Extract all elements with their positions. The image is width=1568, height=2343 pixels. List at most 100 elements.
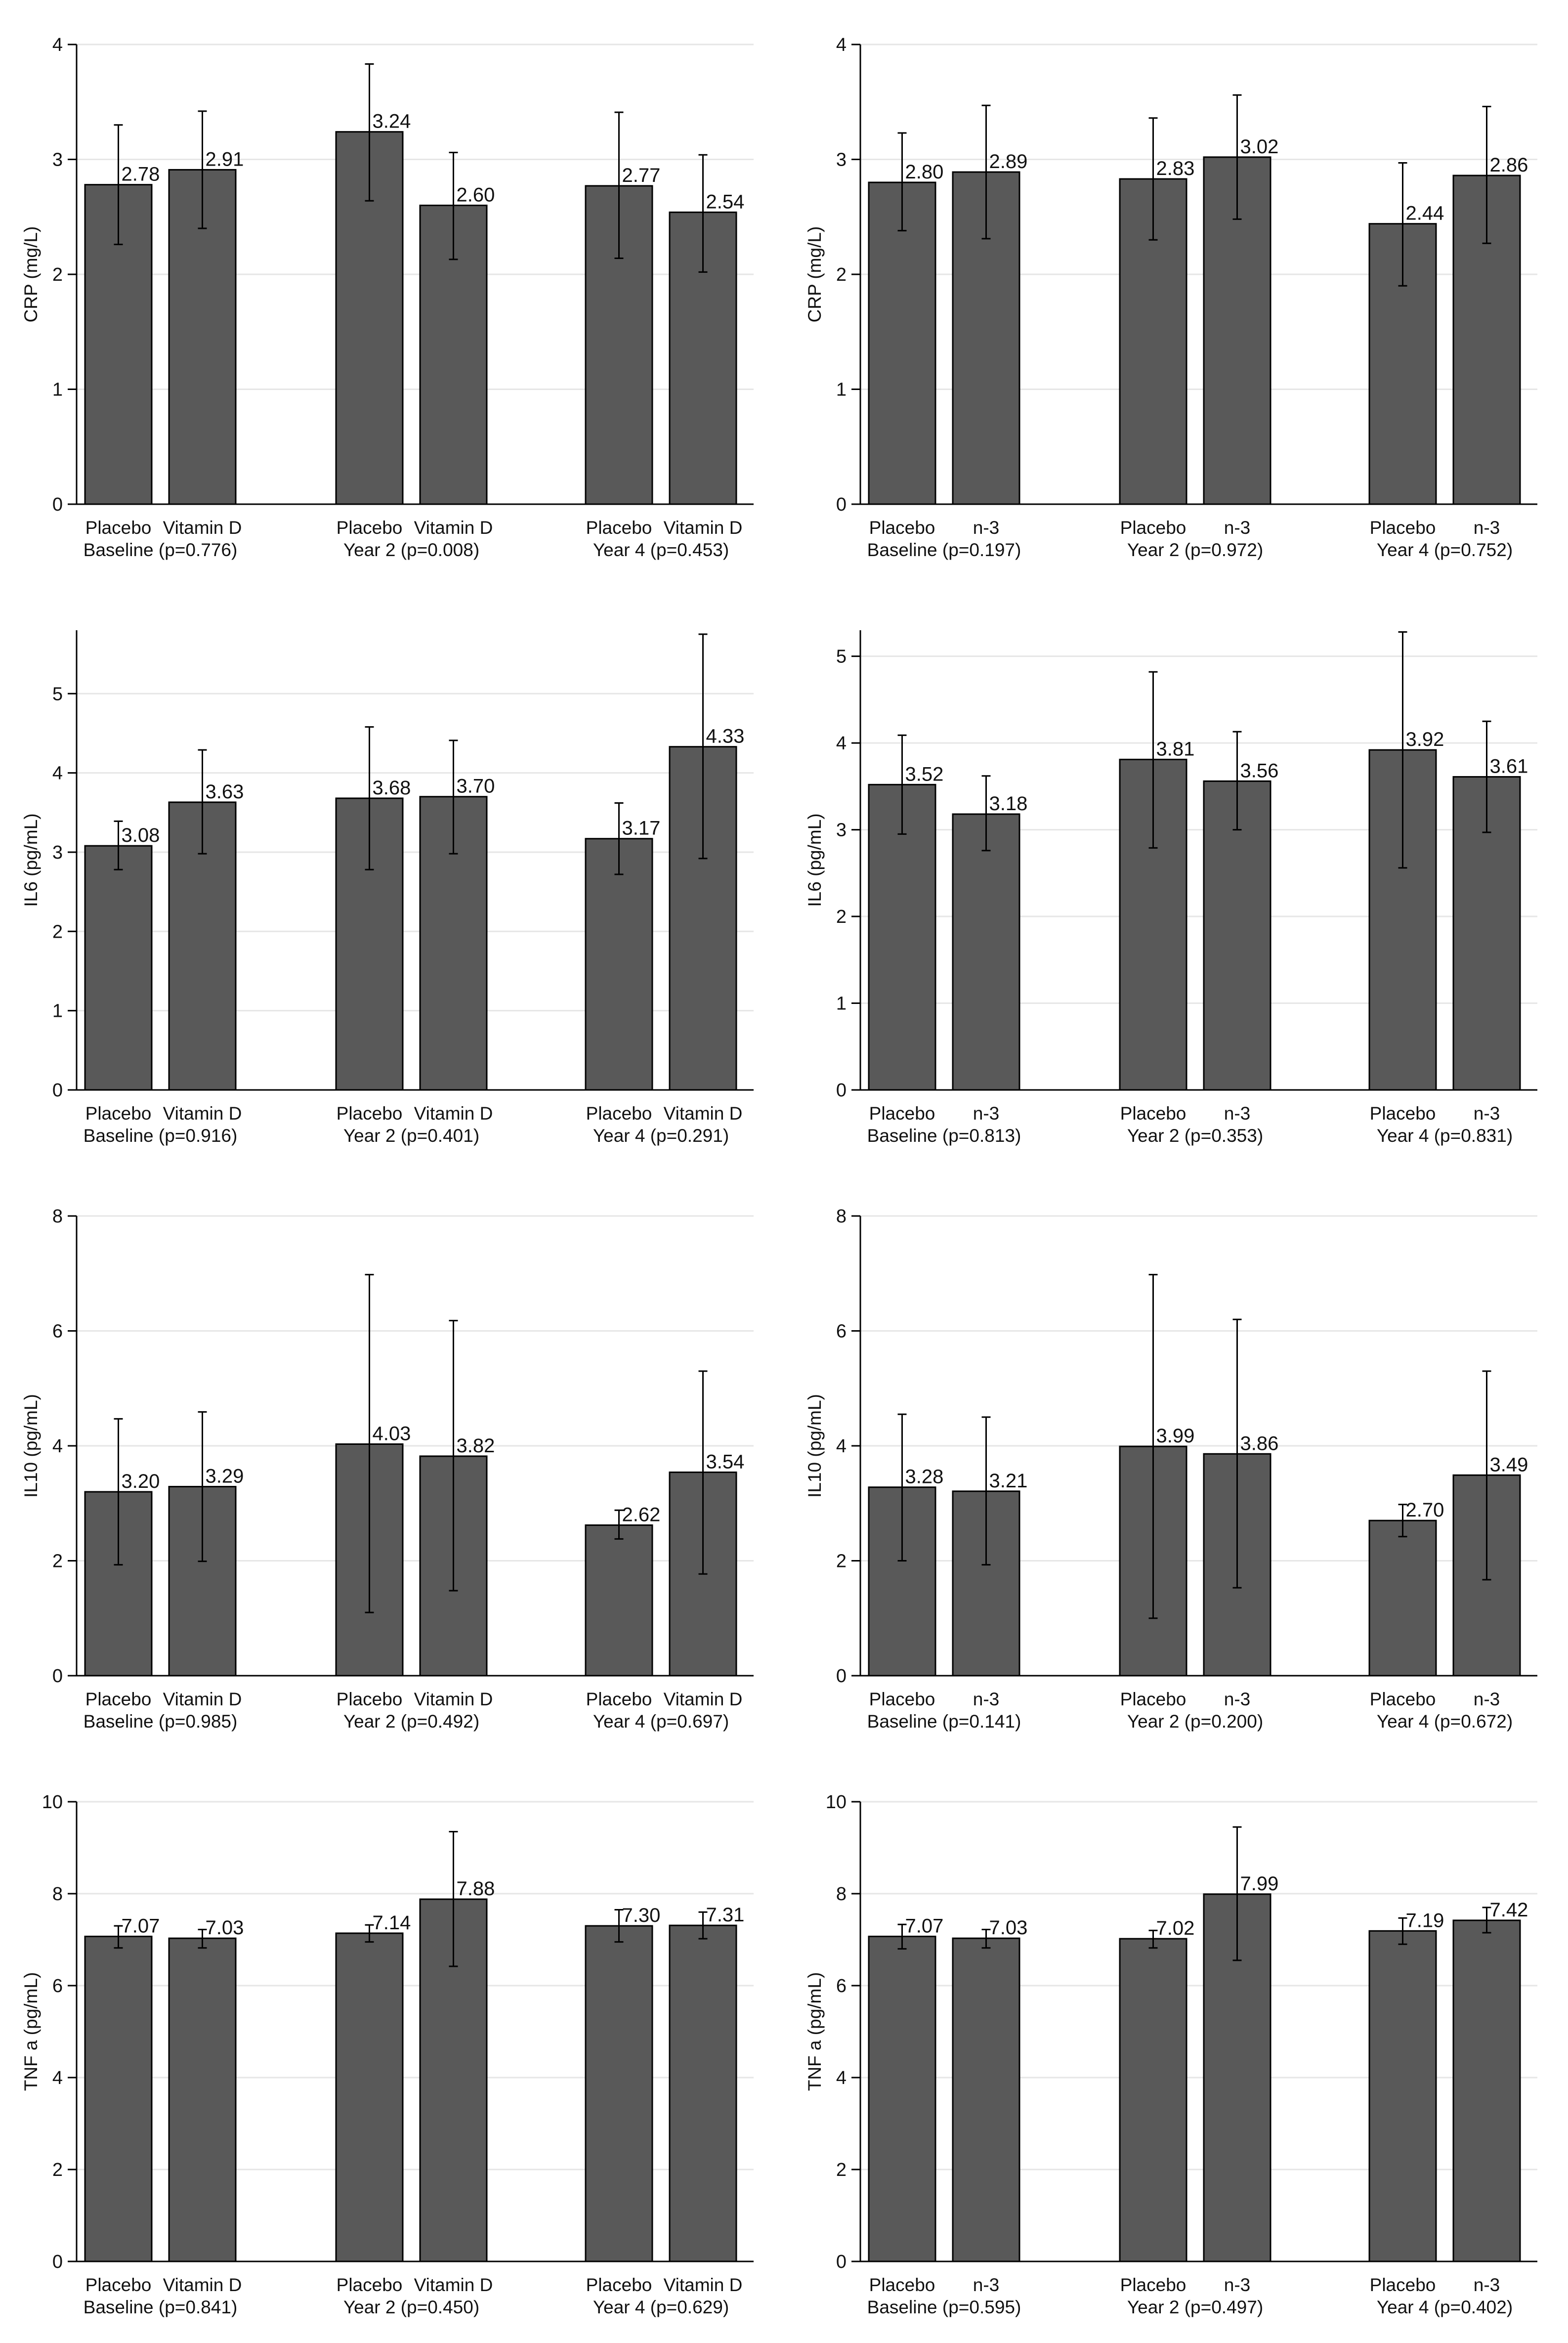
y-tick-label: 3	[52, 150, 63, 171]
y-tick-label: 3	[52, 842, 63, 863]
bar[interactable]	[1203, 780, 1271, 1091]
x-group-label: Baseline (p=0.813)	[867, 1126, 1021, 1146]
y-tick-label: 2	[836, 2160, 847, 2180]
bar[interactable]	[585, 1925, 653, 2262]
x-category-label: Placebo	[586, 1103, 652, 1124]
y-axis-title: TNF a (pg/mL)	[21, 1972, 41, 2091]
bar[interactable]	[585, 838, 653, 1091]
x-category-label: Placebo	[337, 2275, 403, 2295]
y-tick-label: 0	[52, 2252, 63, 2272]
bar[interactable]	[585, 1524, 653, 1677]
bar[interactable]	[868, 181, 936, 505]
x-category-label: n-3	[973, 2275, 999, 2295]
y-tick-label: 4	[836, 2068, 847, 2088]
y-tick-label: 2	[836, 1551, 847, 1572]
data-label: 3.24	[373, 111, 411, 132]
bar[interactable]	[1452, 1919, 1521, 2262]
data-label: 7.19	[1406, 1909, 1444, 1931]
x-category-label: Vitamin D	[414, 1103, 493, 1124]
y-axis-title: IL10 (pg/mL)	[21, 1394, 41, 1498]
y-axis-title: TNF a (pg/mL)	[805, 1972, 825, 2091]
y-tick-label: 4	[836, 35, 847, 55]
data-label: 3.81	[1156, 738, 1195, 760]
x-group-label: Baseline (p=0.197)	[867, 540, 1021, 560]
x-category-label: Placebo	[586, 1689, 652, 1709]
bar[interactable]	[335, 1932, 404, 2262]
data-label: 3.82	[457, 1435, 495, 1457]
bar[interactable]	[1368, 1519, 1437, 1677]
y-tick-label: 10	[826, 1792, 847, 1813]
y-tick-label: 1	[52, 1001, 63, 1022]
y-tick-label: 6	[836, 1976, 847, 1996]
x-category-label: Placebo	[586, 2275, 652, 2295]
x-category-label: n-3	[1224, 1103, 1250, 1124]
bar[interactable]	[952, 813, 1020, 1091]
x-group-label: Year 4 (p=0.697)	[593, 1711, 729, 1732]
x-category-label: n-3	[1474, 1689, 1500, 1709]
bar[interactable]	[84, 1935, 153, 2262]
data-label: 2.83	[1156, 158, 1195, 179]
y-tick-label: 2	[52, 921, 63, 942]
x-category-label: Placebo	[869, 1689, 935, 1709]
data-label: 3.28	[905, 1466, 944, 1488]
y-tick-label: 6	[836, 1321, 847, 1342]
data-label: 7.03	[989, 1917, 1028, 1939]
x-category-label: Placebo	[85, 1103, 152, 1124]
x-category-label: Vitamin D	[664, 1689, 743, 1709]
bar[interactable]	[952, 1937, 1020, 2262]
x-group-label: Year 2 (p=0.972)	[1127, 540, 1263, 560]
y-tick-label: 1	[52, 380, 63, 400]
data-label: 7.14	[373, 1912, 411, 1934]
data-label: 2.77	[622, 165, 661, 186]
x-category-label: Placebo	[1370, 518, 1436, 538]
y-tick-label: 4	[836, 1436, 847, 1457]
y-tick-label: 2	[52, 264, 63, 285]
bar[interactable]	[419, 205, 488, 505]
x-category-label: Vitamin D	[414, 1689, 493, 1709]
bar[interactable]	[84, 845, 153, 1091]
data-label: 3.61	[1490, 756, 1528, 778]
y-axis-title: CRP (mg/L)	[805, 226, 825, 323]
bar[interactable]	[669, 1924, 737, 2262]
y-tick-label: 0	[836, 1666, 847, 1687]
y-tick-label: 4	[52, 35, 63, 55]
bar[interactable]	[168, 1937, 237, 2262]
x-category-label: Vitamin D	[163, 1689, 242, 1709]
x-group-label: Year 2 (p=0.353)	[1127, 1126, 1263, 1146]
x-category-label: n-3	[973, 1689, 999, 1709]
data-label: 3.17	[622, 818, 661, 839]
y-tick-label: 2	[836, 907, 847, 927]
x-category-label: Placebo	[85, 1689, 152, 1709]
y-tick-label: 8	[52, 1206, 63, 1227]
x-category-label: Placebo	[586, 518, 652, 538]
x-category-label: Placebo	[1370, 2275, 1436, 2295]
x-group-label: Year 4 (p=0.752)	[1377, 540, 1513, 560]
x-group-label: Baseline (p=0.776)	[84, 540, 238, 560]
bar[interactable]	[1119, 1938, 1187, 2262]
data-label: 2.54	[706, 191, 745, 213]
data-label: 7.07	[905, 1915, 944, 1937]
bar[interactable]	[868, 783, 936, 1091]
data-label: 3.49	[1490, 1454, 1528, 1475]
data-label: 3.52	[905, 763, 944, 785]
bar[interactable]	[1119, 758, 1187, 1091]
x-category-label: Placebo	[869, 518, 935, 538]
x-category-label: n-3	[973, 1103, 999, 1124]
x-group-label: Year 2 (p=0.200)	[1127, 1711, 1263, 1732]
y-tick-label: 0	[52, 1080, 63, 1101]
data-label: 3.18	[989, 793, 1028, 815]
data-label: 3.68	[373, 777, 411, 799]
y-tick-label: 3	[836, 820, 847, 841]
x-category-label: Placebo	[1370, 1103, 1436, 1124]
x-group-label: Year 2 (p=0.401)	[343, 1126, 479, 1146]
bar[interactable]	[868, 1935, 936, 2262]
data-label: 2.89	[989, 151, 1028, 173]
x-category-label: Placebo	[1120, 2275, 1187, 2295]
y-tick-label: 0	[52, 494, 63, 515]
bar[interactable]	[1368, 1930, 1437, 2262]
y-tick-label: 8	[836, 1884, 847, 1905]
data-label: 7.03	[206, 1917, 244, 1939]
y-tick-label: 4	[52, 763, 63, 784]
